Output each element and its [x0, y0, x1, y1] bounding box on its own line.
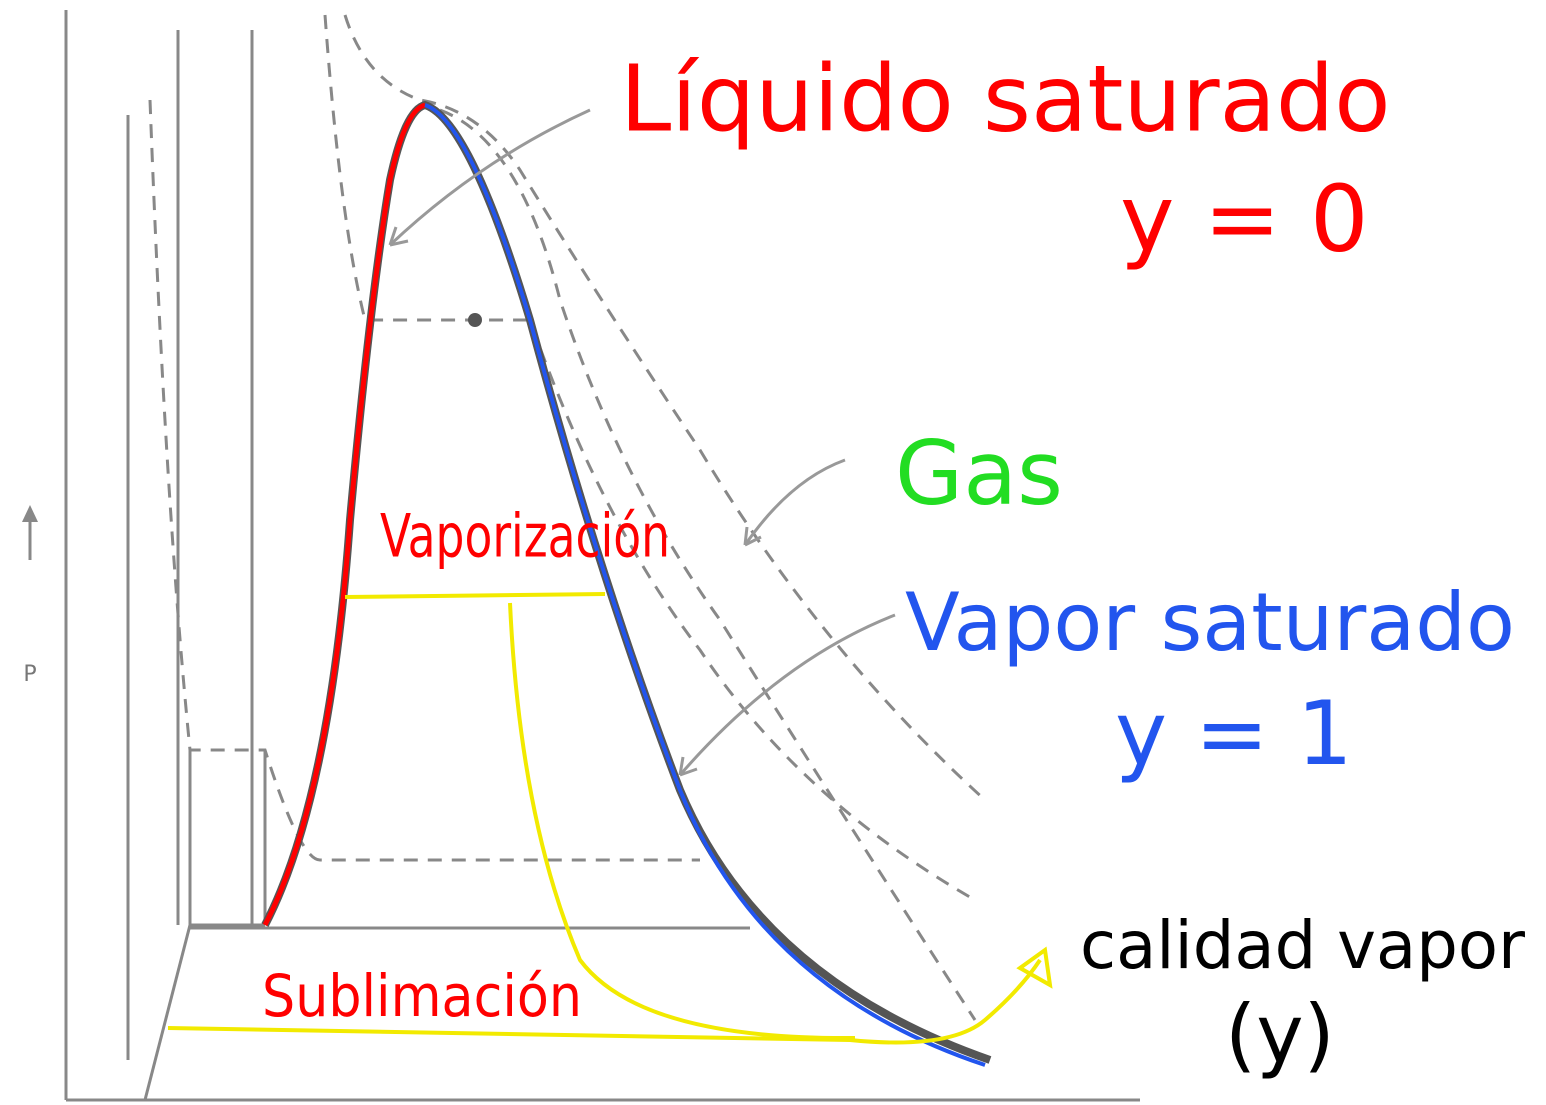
pointer-arrows: [388, 108, 896, 777]
saturated-liquid-curve: [262, 102, 426, 927]
quality-lines: [167, 592, 1053, 1045]
quality-symbol: (y): [1225, 988, 1335, 1081]
vaporization-label: Vaporización: [380, 502, 670, 572]
liquid-label: Líquido saturado: [620, 45, 1391, 152]
sublimation-label: Sublimación: [262, 962, 582, 1030]
saturated-vapor-curve: [424, 103, 986, 1067]
liquid-quality-label: y = 0: [1120, 165, 1369, 272]
gas-label: Gas: [895, 422, 1063, 525]
frame: [22, 10, 1140, 1102]
dome: [261, 100, 992, 1064]
vapor-label: Vapor saturado: [905, 576, 1515, 669]
axis-label: P: [23, 662, 36, 687]
vapor-quality-label: y = 1: [1115, 682, 1353, 785]
quality-label: calidad vapor: [1080, 907, 1526, 984]
